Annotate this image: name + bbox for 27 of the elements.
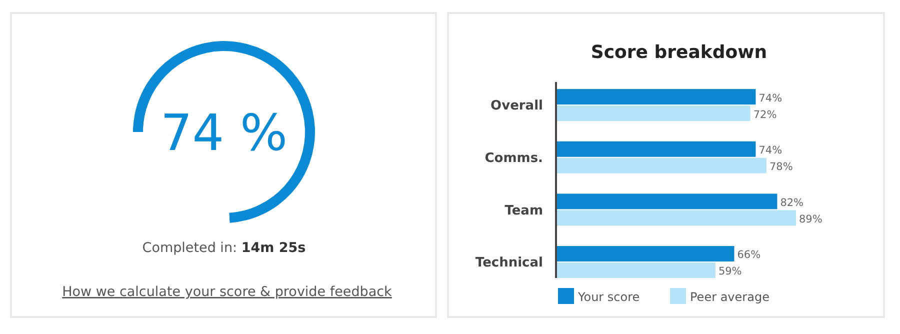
data-label: 72% xyxy=(753,108,777,121)
bar xyxy=(557,210,796,226)
bar xyxy=(557,106,750,122)
bar xyxy=(557,262,716,278)
bar xyxy=(557,194,778,210)
text: How we calculate your score & provide feedback xyxy=(62,284,392,300)
bar xyxy=(557,89,756,105)
y-tick-label: Technical xyxy=(475,256,543,271)
text: Completed in: xyxy=(142,240,242,256)
y-tick-label: Comms. xyxy=(484,151,543,166)
bar xyxy=(557,141,756,157)
text: 14m 25s xyxy=(241,240,306,256)
chart-title: Score breakdown xyxy=(590,42,768,63)
data-label: 89% xyxy=(799,213,822,226)
text: 74 % xyxy=(160,104,288,162)
y-tick-label: Overall xyxy=(490,98,543,114)
data-label: 74% xyxy=(758,144,782,157)
data-label: 74% xyxy=(758,92,782,104)
data-label: 59% xyxy=(718,266,742,278)
data-label: 78% xyxy=(769,161,793,174)
legend-label: Your score xyxy=(577,290,640,304)
data-label: 66% xyxy=(737,249,761,262)
legend-label: Peer average xyxy=(690,290,770,304)
bar xyxy=(557,158,766,174)
bar xyxy=(557,246,734,262)
y-tick-label: Team xyxy=(504,203,543,218)
data-label: 82% xyxy=(780,196,804,209)
